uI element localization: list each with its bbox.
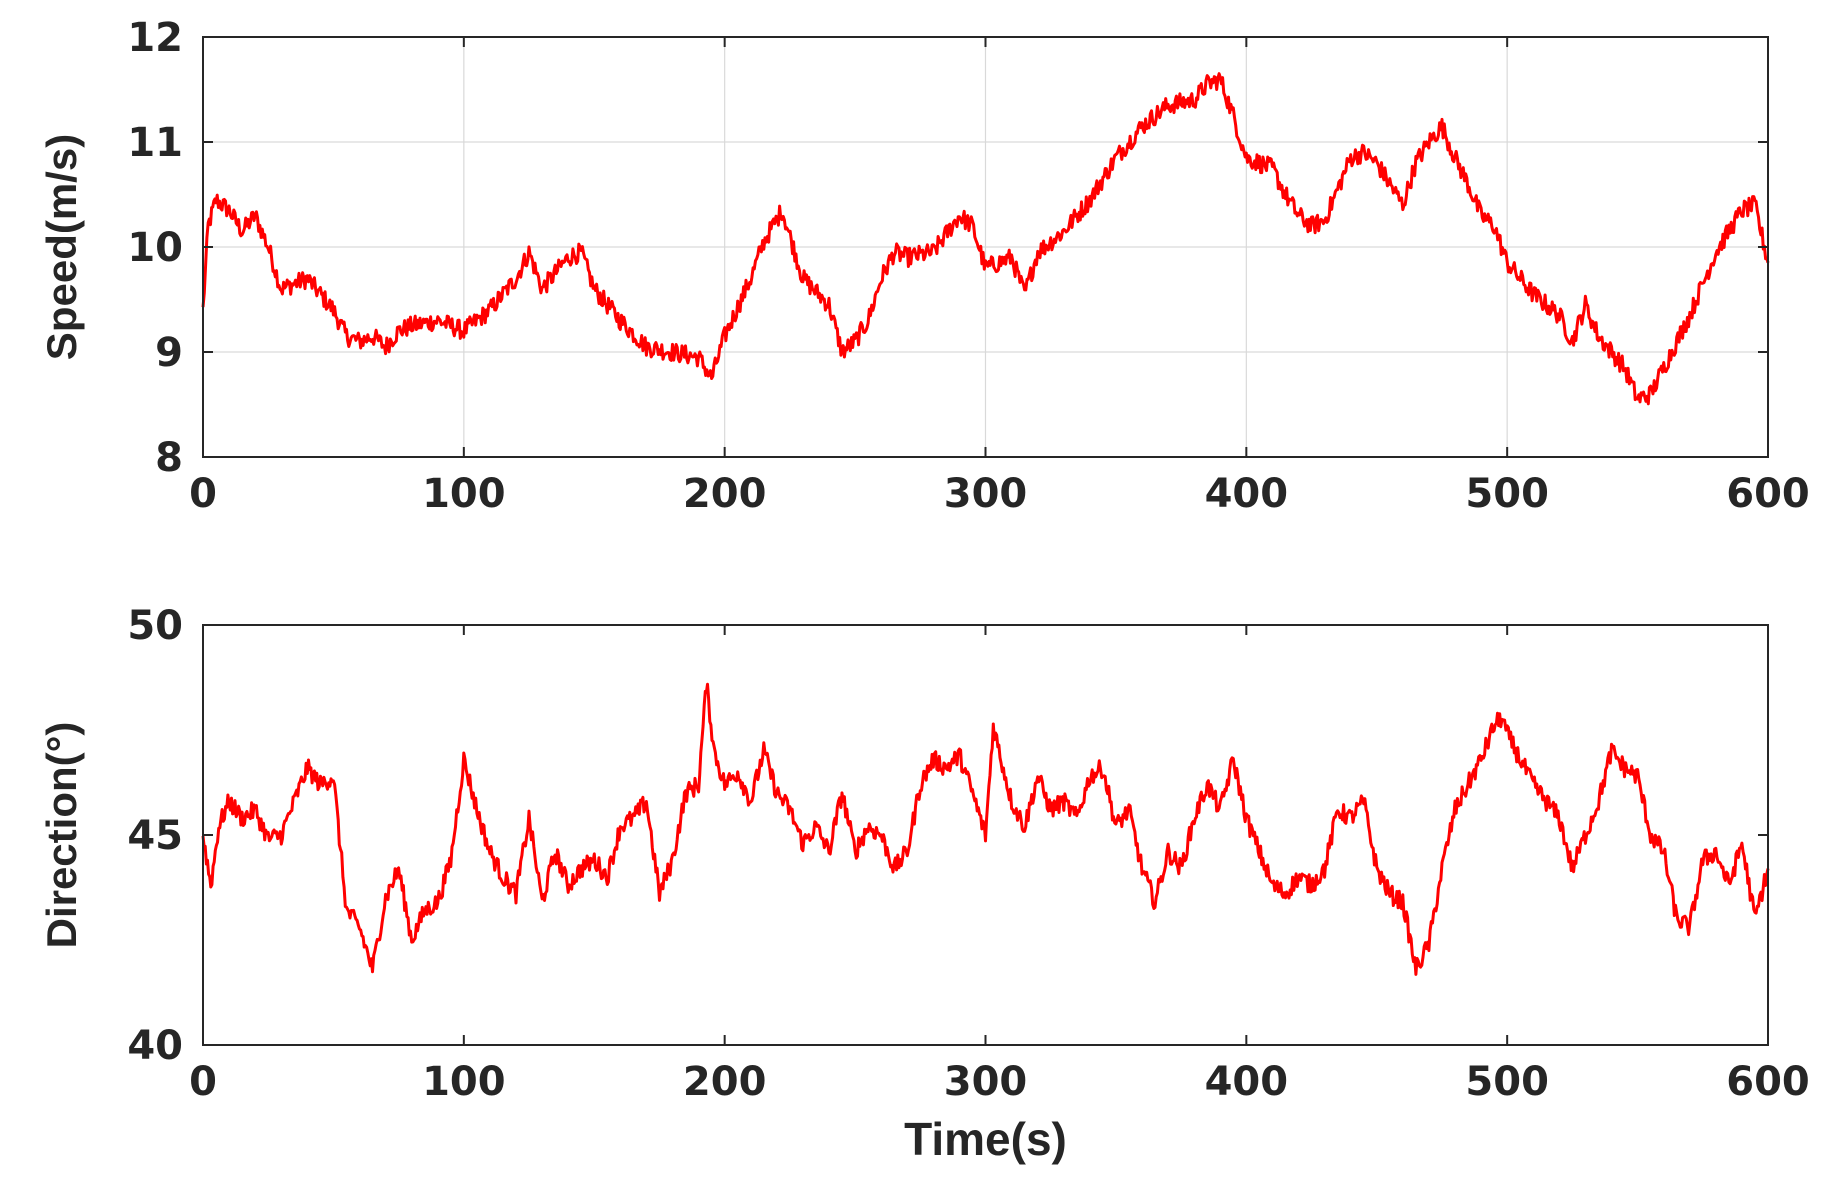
- x-tick-label: 400: [1205, 471, 1289, 517]
- y-tick-label: 50: [127, 603, 183, 649]
- x-tick-label: 0: [189, 1059, 217, 1105]
- x-tick-label: 0: [189, 471, 217, 517]
- x-tick-label: 400: [1205, 1059, 1289, 1105]
- y-axis-label: Speed(m/s): [38, 134, 85, 360]
- x-tick-label: 500: [1465, 471, 1549, 517]
- y-tick-label: 9: [155, 330, 183, 376]
- x-tick-label: 500: [1465, 1059, 1549, 1105]
- x-axis-label: Time(s): [904, 1113, 1067, 1165]
- x-tick-label: 100: [422, 471, 506, 517]
- y-tick-label: 10: [127, 225, 183, 271]
- speed-panel: 0 100 200 300 400 500 600 8 9 10 11 12 Speed(m/s): [38, 15, 1810, 517]
- x-tick-label: 300: [944, 471, 1028, 517]
- y-tick-label: 40: [127, 1023, 183, 1069]
- x-tick-label: 300: [944, 1059, 1028, 1105]
- direction-panel: 0 100 200 300 400 500 600 40 45 50 Direction(°) Tim…: [38, 603, 1810, 1165]
- x-tick-label: 200: [683, 471, 767, 517]
- speed-series-line: [201, 72, 1770, 406]
- x-tick-label: 600: [1726, 1059, 1810, 1105]
- y-tick-label: 45: [127, 813, 183, 859]
- y-tick-label: 11: [127, 120, 183, 166]
- x-tick-label: 600: [1726, 471, 1810, 517]
- direction-series-line: [201, 682, 1770, 976]
- x-tick-label: 100: [422, 1059, 506, 1105]
- y-axis-label: Direction(°): [38, 722, 85, 949]
- y-tick-label: 8: [155, 435, 183, 481]
- x-tick-label: 200: [683, 1059, 767, 1105]
- y-tick-label: 12: [127, 15, 183, 61]
